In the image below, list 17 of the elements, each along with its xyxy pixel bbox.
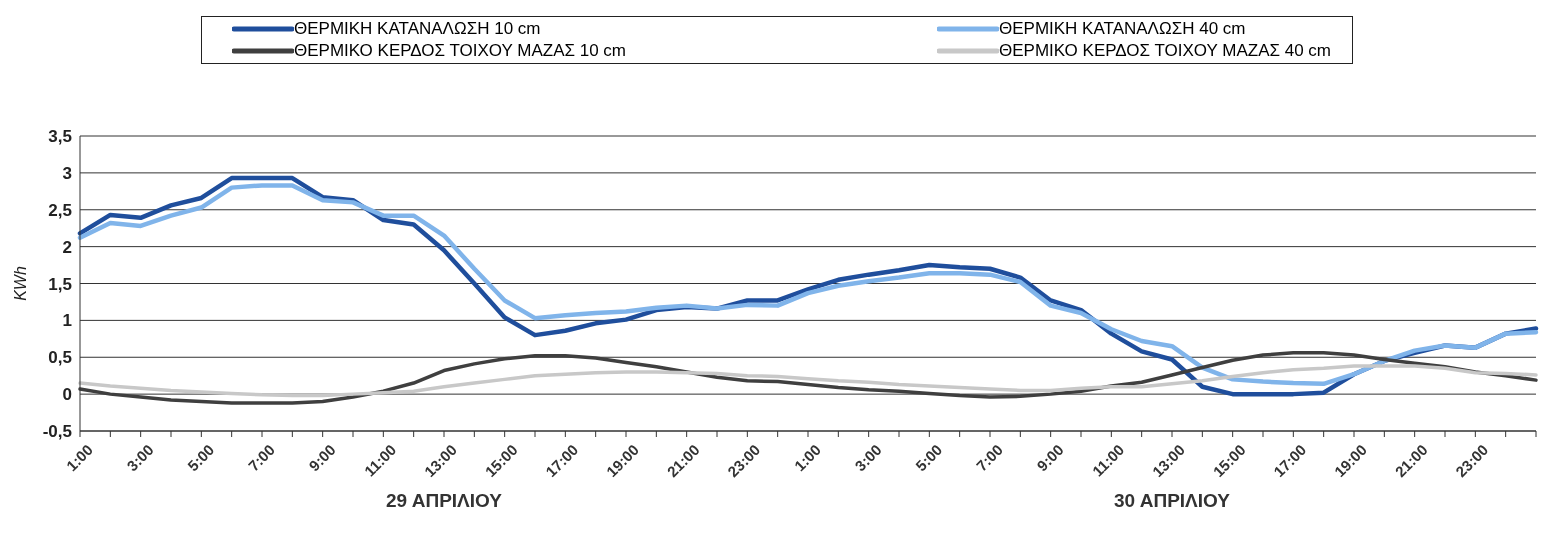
y-axis-title: KWh <box>11 266 29 301</box>
y-tick-label: 3 <box>62 163 72 183</box>
y-tick-label: 3,5 <box>48 127 72 147</box>
legend-label: ΘΕΡΜΙΚΟ ΚΕΡΔΟΣ ΤΟΙΧΟΥ ΜΑΖΑΣ 40 cm <box>999 41 1331 61</box>
y-tick-label: 2,5 <box>48 200 72 220</box>
y-tick-label: 1 <box>62 311 72 331</box>
legend-label: ΘΕΡΜΙΚΗ ΚΑΤΑΝΑΛΩΣΗ 40 cm <box>999 19 1246 39</box>
y-tick-label: 2 <box>62 237 72 257</box>
y-tick-label: 1,5 <box>48 274 72 294</box>
text: 29 ΑΠΡΙΛΙΟΥ <box>385 490 503 512</box>
y-tick-label: 0 <box>62 385 72 405</box>
legend-label: ΘΕΡΜΙΚΟ ΚΕΡΔΟΣ ΤΟΙΧΟΥ ΜΑΖΑΣ 10 cm <box>294 41 626 61</box>
legend-label: ΘΕΡΜΙΚΗ ΚΑΤΑΝΑΛΩΣΗ 10 cm <box>294 19 541 39</box>
y-tick-label: -0,5 <box>42 422 72 442</box>
y-tick-label: 0,5 <box>48 348 72 368</box>
text: 30 ΑΠΡΙΛΙΟΥ <box>1113 490 1231 512</box>
line-series <box>78 364 1538 398</box>
